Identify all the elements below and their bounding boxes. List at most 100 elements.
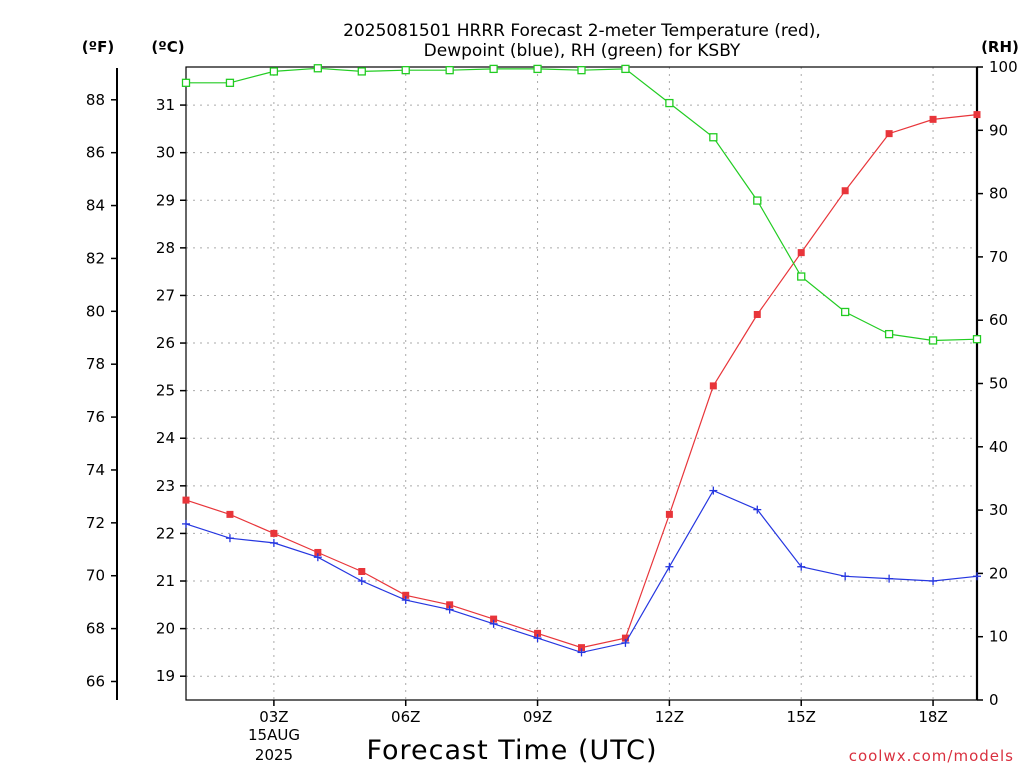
fahrenheit-tick-label: 66	[86, 672, 105, 690]
dewpoint-point	[621, 638, 630, 647]
x-date-label-day: 15AUG	[248, 726, 300, 744]
axes	[111, 66, 983, 706]
fahrenheit-tick-label: 76	[86, 408, 105, 426]
rh-tick-label: 90	[989, 121, 1008, 139]
rh-tick-label: 0	[989, 691, 999, 709]
dewpoint-point	[797, 562, 806, 571]
celsius-tick-label: 23	[156, 477, 175, 495]
rh-tick-label: 40	[989, 438, 1008, 456]
dewpoint-point	[533, 634, 542, 643]
celsius-tick-label: 30	[156, 144, 175, 162]
temperature-point	[841, 187, 849, 195]
dewpoint-point	[665, 562, 674, 571]
dewpoint-point	[885, 574, 894, 583]
rh-point	[709, 133, 718, 142]
rh-point	[972, 335, 982, 344]
temperature-point	[665, 510, 673, 518]
x-date-label-year: 2025	[255, 746, 293, 764]
dewpoint-point	[357, 577, 366, 586]
dewpoint-point	[489, 619, 498, 628]
chart-title-line-2: Dewpoint (blue), RH (green) for KSBY	[424, 41, 741, 61]
celsius-tick-label: 27	[156, 286, 175, 304]
x-tick-label: 12Z	[655, 708, 684, 726]
grid-lines	[186, 67, 977, 700]
temperature-point	[621, 634, 629, 642]
rh-point	[577, 66, 586, 75]
rh-point	[313, 64, 322, 73]
chart-title-line-1: 2025081501 HRRR Forecast 2-meter Tempera…	[343, 21, 821, 41]
x-tick-label: 18Z	[918, 708, 947, 726]
temperature-point	[929, 115, 937, 123]
rh-point	[489, 64, 498, 74]
rh-point	[928, 336, 938, 345]
rh-tick-label: 20	[989, 564, 1008, 582]
plot-frame	[185, 66, 978, 701]
temperature-line	[185, 114, 978, 649]
fahrenheit-tick-label: 78	[86, 355, 105, 373]
celsius-tick-label: 26	[156, 334, 175, 352]
x-tick-label: 03Z	[259, 708, 288, 726]
fahrenheit-tick-label: 82	[86, 249, 105, 267]
fahrenheit-tick-label: 88	[86, 91, 105, 109]
rh-point	[445, 66, 454, 75]
rh-tick-label: 60	[989, 311, 1008, 329]
rh-point	[181, 78, 191, 87]
fahrenheit-tick-label: 68	[86, 620, 105, 638]
fahrenheit-tick-label: 84	[86, 197, 105, 215]
celsius-unit-label: (ºC)	[151, 38, 184, 56]
x-axis-title: Forecast Time (UTC)	[366, 735, 657, 766]
temperature-point	[885, 130, 893, 138]
tick-labels: 66 68 70 72 74 76 78 80 82 84 86 88 19 20 21 22 23 24 25 26…	[86, 58, 1018, 726]
rh-point	[401, 66, 410, 75]
temperature-point	[578, 644, 585, 652]
rh-tick-label: 70	[989, 248, 1008, 266]
dewpoint-point	[577, 648, 586, 657]
rh-tick-label: 100	[989, 58, 1018, 76]
temperature-point	[314, 548, 322, 556]
dewpoint-point	[709, 486, 718, 495]
celsius-tick-label: 29	[156, 191, 175, 209]
celsius-tick-label: 31	[156, 96, 175, 114]
temperature-point	[973, 111, 981, 119]
temperature-point	[753, 310, 761, 318]
temperature-point	[797, 249, 805, 257]
rh-line	[186, 67, 978, 342]
x-tick-label: 15Z	[787, 708, 816, 726]
rh-point	[225, 78, 235, 87]
dewpoint-point	[313, 553, 322, 562]
credit-link[interactable]: coolwx.com/models	[849, 747, 1014, 765]
fahrenheit-unit-label: (ºF)	[82, 38, 114, 56]
rh-tick-label: 50	[989, 375, 1008, 393]
rh-point	[797, 272, 806, 281]
rh-unit-label: (RH)	[981, 38, 1019, 56]
x-tick-label: 06Z	[391, 708, 420, 726]
celsius-tick-label: 21	[156, 572, 175, 590]
temperature-point	[270, 529, 278, 537]
dewpoint-point	[445, 605, 454, 614]
dewpoint-point	[973, 572, 981, 581]
celsius-tick-label: 22	[156, 524, 175, 542]
fahrenheit-tick-label: 80	[86, 302, 105, 320]
dewpoint-point	[182, 519, 190, 528]
x-tick-label: 09Z	[523, 708, 552, 726]
rh-tick-label: 80	[989, 185, 1008, 203]
fahrenheit-tick-label: 74	[86, 461, 105, 479]
rh-point	[533, 64, 542, 74]
dewpoint-point	[929, 577, 938, 586]
dewpoint-point	[753, 505, 762, 514]
rh-point	[841, 307, 850, 317]
temperature-point	[709, 382, 717, 390]
rh-point	[884, 329, 894, 339]
dewpoint-point	[401, 596, 410, 605]
temperature-point	[226, 510, 234, 518]
series-layer	[181, 64, 982, 657]
dewpoint-point	[225, 534, 234, 543]
fahrenheit-tick-label: 70	[86, 567, 105, 585]
dewpoint-point	[269, 538, 278, 547]
fahrenheit-tick-label: 72	[86, 514, 105, 532]
dewpoint-point	[841, 572, 850, 581]
celsius-tick-label: 28	[156, 239, 175, 257]
rh-point	[357, 67, 366, 76]
temperature-point	[182, 496, 190, 504]
